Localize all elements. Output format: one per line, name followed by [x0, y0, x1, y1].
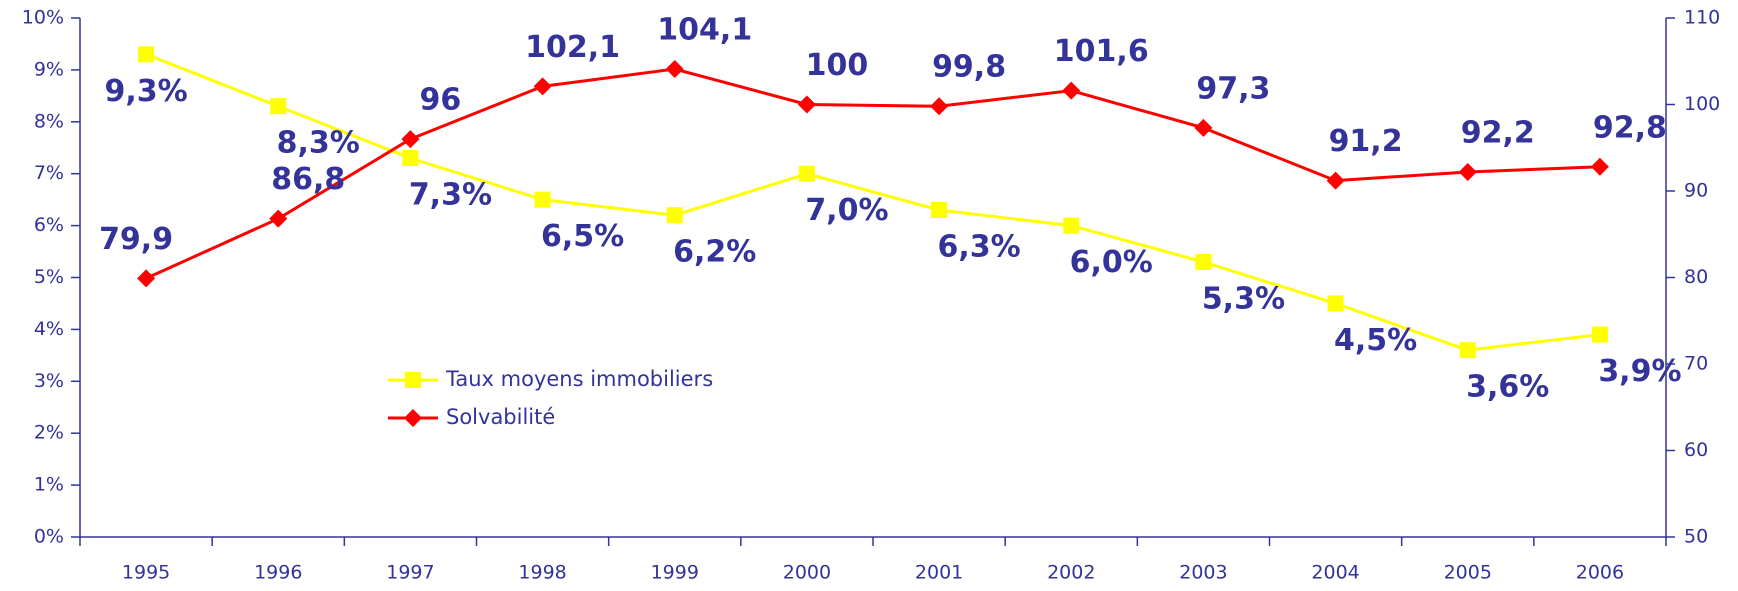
marker — [797, 95, 816, 114]
series-line — [145, 67, 1600, 280]
x-tick-label: 2006 — [1576, 562, 1624, 584]
x-tick-label: 2003 — [1179, 562, 1227, 584]
marker — [534, 191, 551, 208]
marker — [1063, 217, 1080, 234]
marker — [1459, 342, 1476, 359]
data-label: 104,1 — [657, 13, 752, 48]
y-tick-label: 4% — [34, 318, 64, 340]
y2-tick-label: 60 — [1684, 439, 1708, 461]
data-label: 99,8 — [932, 50, 1006, 85]
y2-tick-label: 110 — [1684, 7, 1720, 29]
x-tick-label: 1996 — [254, 562, 302, 584]
legend-label: Solvabilité — [446, 405, 555, 429]
y-tick-label: 8% — [34, 110, 64, 132]
marker — [270, 98, 287, 115]
x-tick-label: 1997 — [386, 562, 434, 584]
y2-tick-label: 90 — [1684, 180, 1708, 202]
x-tick-label: 2001 — [915, 562, 963, 584]
marker — [1458, 162, 1477, 181]
data-label: 3,9% — [1598, 354, 1681, 389]
data-label: 97,3 — [1196, 71, 1270, 106]
marker — [138, 46, 155, 63]
x-tick-label: 2002 — [1047, 562, 1095, 584]
y2-tick-label: 70 — [1684, 353, 1708, 375]
data-label: 102,1 — [525, 30, 620, 65]
data-label: 6,3% — [937, 230, 1020, 265]
data-label: 3,6% — [1466, 370, 1549, 405]
y-tick-label: 1% — [34, 474, 64, 496]
data-label: 9,3% — [104, 74, 187, 109]
marker — [930, 97, 949, 116]
y-tick-label: 0% — [34, 526, 64, 548]
y-tick-label: 7% — [34, 162, 64, 184]
y-tick-label: 3% — [34, 370, 64, 392]
x-tick-label: 1995 — [122, 562, 170, 584]
data-label: 7,3% — [409, 178, 492, 213]
y-tick-label: 5% — [34, 266, 64, 288]
marker — [1591, 326, 1608, 343]
data-label: 6,5% — [541, 219, 624, 254]
marker — [1590, 157, 1609, 176]
x-tick-label: 1998 — [518, 562, 566, 584]
y2-tick-label: 100 — [1684, 93, 1720, 115]
data-label: 8,3% — [277, 126, 360, 161]
data-label: 4,5% — [1334, 323, 1417, 358]
y-tick-label: 6% — [34, 214, 64, 236]
marker — [1327, 295, 1344, 312]
marker — [405, 372, 421, 388]
data-label: 5,3% — [1202, 281, 1285, 316]
marker — [269, 209, 288, 228]
data-label: 79,9 — [99, 222, 173, 257]
marker — [137, 269, 156, 288]
marker — [666, 207, 683, 224]
y2-tick-label: 80 — [1684, 266, 1708, 288]
x-tick-label: 2000 — [783, 562, 831, 584]
data-label: 100 — [806, 48, 869, 83]
x-tick-label: 2005 — [1444, 562, 1492, 584]
marker — [931, 202, 948, 219]
data-label: 6,0% — [1070, 245, 1153, 280]
marker — [798, 165, 815, 182]
data-label: 7,0% — [805, 193, 888, 228]
data-label: 92,2 — [1461, 115, 1535, 150]
data-label: 101,6 — [1054, 34, 1149, 69]
y-tick-label: 2% — [34, 422, 64, 444]
marker — [533, 77, 552, 96]
y-tick-label: 9% — [34, 58, 64, 80]
y2-tick-label: 50 — [1684, 526, 1708, 548]
x-tick-label: 1999 — [651, 562, 699, 584]
marker — [1326, 171, 1345, 190]
legend-label: Taux moyens immobiliers — [445, 367, 713, 391]
data-label: 6,2% — [673, 235, 756, 270]
marker — [401, 130, 420, 149]
x-tick-label: 2004 — [1311, 562, 1359, 584]
marker — [665, 60, 684, 79]
series-line — [145, 52, 1601, 352]
y-tick-label: 10% — [22, 7, 64, 29]
marker — [404, 409, 422, 427]
marker — [1194, 118, 1213, 137]
data-label: 92,8 — [1593, 110, 1667, 145]
marker — [402, 150, 419, 167]
marker — [1195, 253, 1212, 270]
data-label: 86,8 — [271, 162, 345, 197]
marker — [1062, 81, 1081, 100]
data-label: 96 — [420, 83, 462, 118]
data-label: 91,2 — [1329, 124, 1403, 159]
